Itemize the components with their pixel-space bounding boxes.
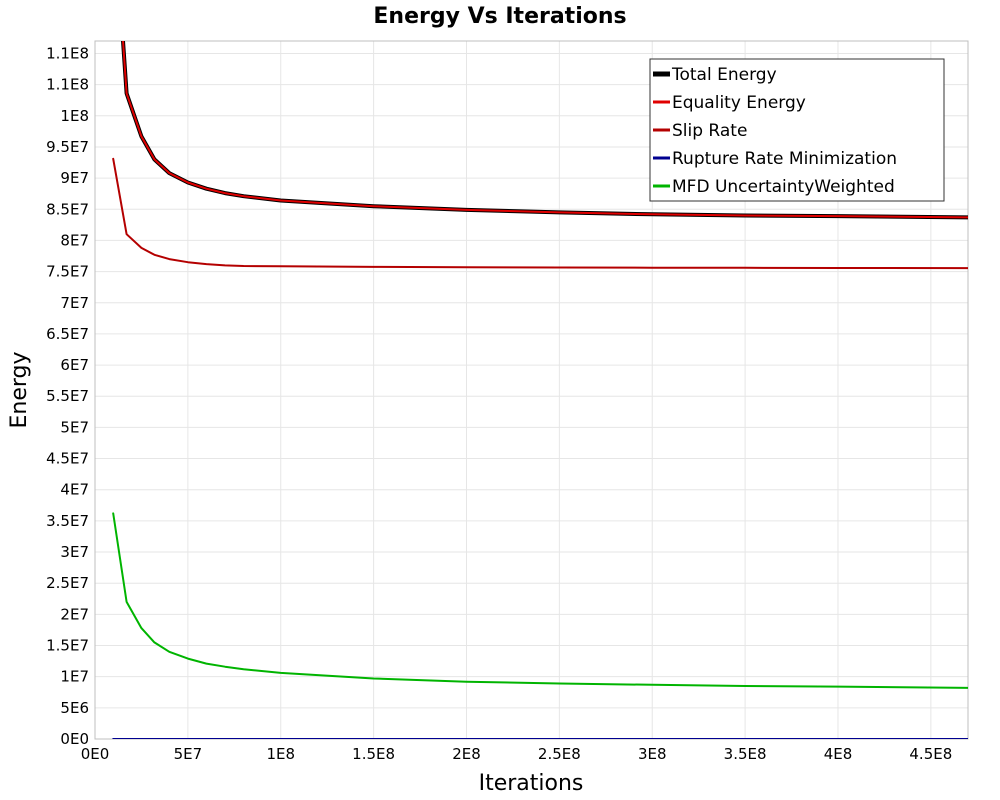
y-tick-label: 1E7 xyxy=(60,668,89,686)
x-tick-label: 1.5E8 xyxy=(352,745,395,763)
y-tick-label: 9E7 xyxy=(60,169,89,187)
x-tick-label: 2.5E8 xyxy=(538,745,581,763)
y-tick-label: 6E7 xyxy=(60,356,89,374)
x-tick-label: 2E8 xyxy=(452,745,481,763)
legend-box xyxy=(649,58,945,202)
y-tick-label: 5.5E7 xyxy=(46,387,89,405)
y-tick-label: 2E7 xyxy=(60,605,89,623)
x-tick-label: 3.5E8 xyxy=(724,745,767,763)
y-tick-label: 8E7 xyxy=(60,231,89,249)
y-tick-label: 1.5E7 xyxy=(46,637,89,655)
legend-entry: Slip Rate xyxy=(653,121,747,141)
legend-entry: MFD UncertaintyWeighted xyxy=(653,177,895,197)
series-line-slip-rate xyxy=(112,157,968,270)
x-tick-label: 1E8 xyxy=(266,745,295,763)
legend-entry: Equality Energy xyxy=(653,93,806,113)
y-tick-label: 7.5E7 xyxy=(46,263,89,281)
x-tick-label: 3E8 xyxy=(638,745,667,763)
legend-label: Slip Rate xyxy=(672,121,747,141)
x-axis-ticks: 0E0 5E7 1E8 1.5E8 2E8 2.5E8 3E8 3.5E8 4E8 4.5E8 xyxy=(81,745,953,763)
y-tick-label: 9.5E7 xyxy=(46,138,89,156)
series-line-equality-energy xyxy=(122,41,968,219)
y-tick-label: 7E7 xyxy=(60,294,89,312)
y-tick-label: 4E7 xyxy=(60,481,89,499)
x-axis-label: Iterations xyxy=(479,771,584,796)
series-line-mfd-uncertaintyweighted xyxy=(112,512,968,689)
y-tick-label: 4.5E7 xyxy=(46,450,89,468)
y-tick-label: 5E6 xyxy=(60,699,89,717)
y-tick-label: 1E8 xyxy=(60,107,89,125)
legend-label: Rupture Rate Minimization xyxy=(672,149,897,169)
chart-title: Energy Vs Iterations xyxy=(373,4,626,29)
legend-label: Equality Energy xyxy=(672,93,806,113)
y-tick-label: 2.5E7 xyxy=(46,574,89,592)
y-tick-label: 1.1E8 xyxy=(46,76,89,94)
y-axis-label: Energy xyxy=(7,351,32,428)
y-tick-label: 5E7 xyxy=(60,418,89,436)
legend-label: MFD UncertaintyWeighted xyxy=(672,177,895,197)
y-tick-label: 3E7 xyxy=(60,543,89,561)
y-tick-label: 8.5E7 xyxy=(46,200,89,218)
legend-label: Total Energy xyxy=(671,65,777,85)
x-tick-label: 4.5E8 xyxy=(909,745,952,763)
y-tick-label: 0E0 xyxy=(60,730,89,748)
x-tick-label: 5E7 xyxy=(174,745,203,763)
x-tick-label: 0E0 xyxy=(81,745,110,763)
y-tick-label: 1.1E8 xyxy=(46,44,89,62)
legend: Total Energy Equality Energy Slip Rate Rupt… xyxy=(649,58,945,202)
series-group xyxy=(112,41,968,739)
y-tick-label: 6.5E7 xyxy=(46,325,89,343)
legend-entry: Rupture Rate Minimization xyxy=(653,149,897,169)
x-tick-label: 4E8 xyxy=(824,745,853,763)
y-axis-ticks: 0E0 5E6 1E7 1.5E7 2E7 2.5E7 3E7 3.5E7 4E7 4.5E7 5E… xyxy=(46,44,89,748)
legend-entry: Total Energy xyxy=(653,65,777,85)
y-tick-label: 3.5E7 xyxy=(46,512,89,530)
